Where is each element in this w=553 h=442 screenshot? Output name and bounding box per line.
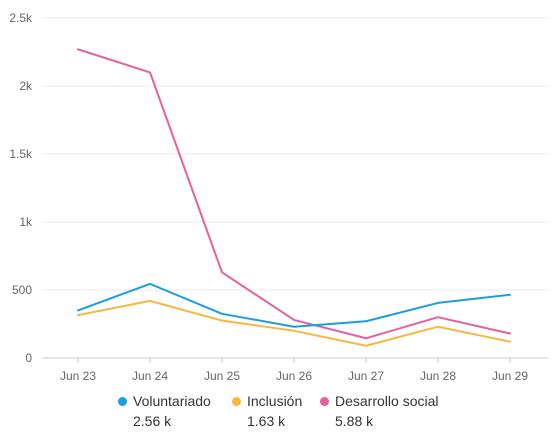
y-tick-label: 2k — [19, 79, 33, 93]
legend-label: Inclusión — [247, 393, 303, 409]
legend-dot-icon — [320, 396, 329, 406]
legend-label: Voluntariado — [133, 393, 211, 409]
legend-dot-icon — [118, 396, 127, 406]
x-axis: Jun 23 Jun 24 Jun 25 Jun 26 Jun 27 Jun 28 Jun … — [60, 358, 528, 383]
legend-item-inclusion[interactable]: Inclusión 1.63 k — [232, 392, 302, 429]
y-tick-label: 1.5k — [9, 147, 33, 161]
y-tick-label: 2.5k — [9, 11, 33, 25]
x-tick-label: Jun 23 — [60, 369, 96, 383]
x-tick-label: Jun 27 — [348, 369, 384, 383]
legend-item-voluntariado[interactable]: Voluntariado 2.56 k — [118, 392, 211, 429]
y-tick-label: 500 — [12, 283, 32, 297]
grid-lines — [42, 17, 548, 359]
y-tick-label: 0 — [25, 351, 32, 365]
legend-total: 1.63 k — [247, 413, 286, 429]
x-tick-label: Jun 25 — [204, 369, 240, 383]
x-tick-label: Jun 26 — [276, 369, 312, 383]
legend: Voluntariado 2.56 k Inclusión 1.63 k Des… — [0, 392, 553, 436]
series-lines — [77, 48, 511, 347]
y-tick-label: 1k — [19, 215, 33, 229]
legend-dot-icon — [232, 396, 241, 406]
x-tick-label: Jun 29 — [492, 369, 528, 383]
x-tick-label: Jun 28 — [420, 369, 456, 383]
legend-label: Desarrollo social — [335, 393, 439, 409]
legend-item-desarrollo-social[interactable]: Desarrollo social 5.88 k — [320, 392, 438, 429]
series-line-desarrollo-social[interactable] — [77, 48, 511, 340]
legend-total: 2.56 k — [133, 413, 172, 429]
x-tick-label: Jun 24 — [132, 369, 168, 383]
y-axis: 0 500 1k 1.5k 2k 2.5k — [9, 11, 33, 365]
series-line-voluntariado[interactable] — [77, 282, 511, 328]
legend-total: 5.88 k — [335, 413, 374, 429]
series-line-inclusi-n[interactable] — [77, 299, 511, 347]
